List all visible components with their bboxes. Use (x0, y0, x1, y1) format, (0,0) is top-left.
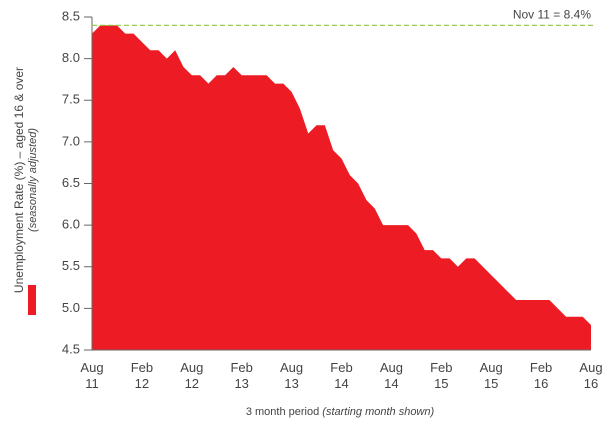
x-tick-label: Feb 14 (330, 360, 352, 391)
y-tick-label: 6.5 (62, 175, 80, 190)
y-tick-label: 6.0 (62, 217, 80, 232)
x-tick-label: Feb 15 (430, 360, 452, 391)
y-label: Unemployment Rate (%) – aged 16 & over (12, 67, 26, 293)
x-label: 3 month period (246, 406, 319, 418)
y-tick-label: 7.5 (62, 92, 80, 107)
y-tick-label: 5.5 (62, 258, 80, 273)
x-tick-label: Aug 15 (480, 360, 503, 391)
y-tick-label: 8.5 (62, 8, 80, 23)
area (92, 25, 591, 350)
y-label-note: (seasonally adjusted) (27, 128, 39, 232)
x-tick-label: Feb 16 (530, 360, 552, 391)
x-tick-label: Feb 13 (230, 360, 252, 391)
x-axis-title: 3 month period (starting month shown) (246, 406, 435, 418)
y-tick-label: 8.0 (62, 50, 80, 65)
x-label-note: (starting month shown) (322, 406, 434, 418)
x-tick-label: Feb 12 (131, 360, 153, 391)
x-tick-label: Aug 13 (280, 360, 303, 391)
x-tick-label: Aug 14 (380, 360, 403, 391)
y-tick-label: 7.0 (62, 133, 80, 148)
reference-label: Nov 11 = 8.4% (513, 7, 591, 21)
x-tick-label: Aug 11 (80, 360, 103, 391)
legend-swatch (28, 285, 36, 315)
y-axis-title: Unemployment Rate (%) – aged 16 & over (… (12, 67, 39, 293)
x-tick-label: Aug 12 (180, 360, 203, 391)
y-tick-label: 4.5 (62, 341, 80, 356)
y-tick-label: 5.0 (62, 300, 80, 315)
x-tick-label: Aug 16 (579, 360, 602, 391)
